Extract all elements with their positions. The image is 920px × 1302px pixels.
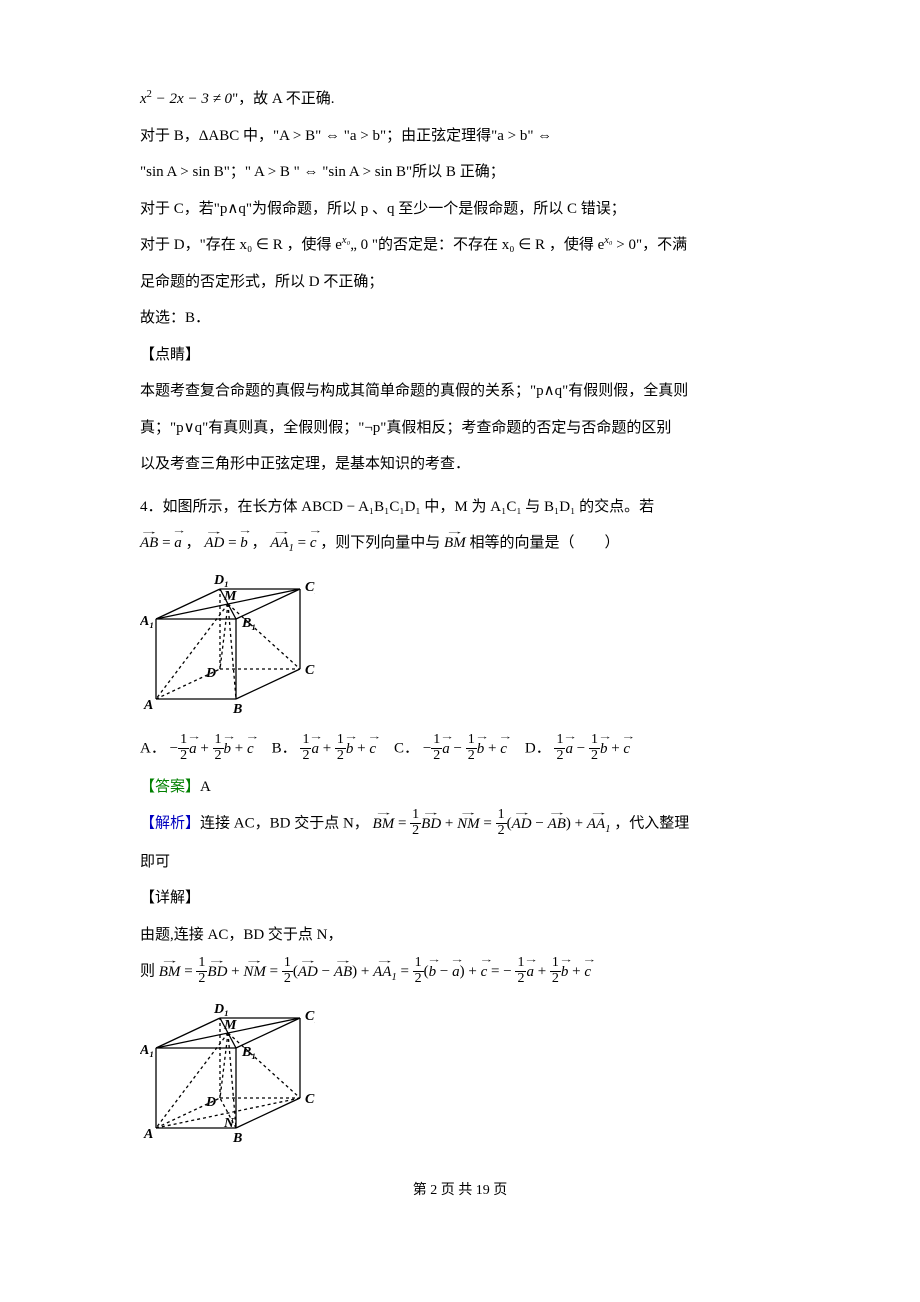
footer-b: 页 共 <box>437 1183 476 1198</box>
prev-l5-b: „ 0 "的否定是：不存在 x₀ ∈ R ，使得 e <box>350 237 604 253</box>
answer-text: A <box>200 779 211 795</box>
prev-dianqing-1: 本题考查复合命题的真假与构成其简单命题的真假的关系；"p∧q"有假则假，全真则 <box>140 377 780 406</box>
prev-line-3: "sin A > sin B"；" A > B " ⇔ "sin A > sin… <box>140 158 780 187</box>
eq-plus4: + <box>538 964 550 980</box>
footer-c: 页 <box>490 1183 508 1198</box>
q4-choice-A: A． −12a + 12b + c <box>140 734 254 764</box>
vec-AB: AB <box>140 529 158 558</box>
vec-BM-p: BM <box>373 810 395 839</box>
prev-dianqing-label: 【点睛】 <box>140 341 780 370</box>
footer-total: 19 <box>476 1183 490 1198</box>
svg-text:A: A <box>143 698 153 713</box>
prev-l1-post: "，故 A 不正确. <box>232 91 334 107</box>
q4-number: 4． <box>140 499 163 515</box>
svg-text:M: M <box>223 1018 237 1033</box>
svg-text:B₁: B₁ <box>241 616 256 631</box>
prev-dianqing-3: 以及考查三角形中正弦定理，是基本知识的考查． <box>140 450 780 479</box>
choice-label-C: C． <box>394 741 419 757</box>
svg-text:C: C <box>305 663 315 678</box>
svg-text:C₁: C₁ <box>305 580 315 595</box>
vec-b: b <box>240 529 248 558</box>
svg-text:A: A <box>143 1127 153 1142</box>
svg-text:C: C <box>305 1092 315 1107</box>
prev-line-4: 对于 C，若"p∧q"为假命题，所以 p 、q 至少一个是假命题，所以 C 错误… <box>140 195 780 224</box>
q4-stem-line-2: AB = a ， AD = b ， AA1 = c ，则下列向量中与 BM 相等… <box>140 529 780 559</box>
q4-choice-D: D． 12a − 12b + c <box>525 734 630 764</box>
q4-stem-line-1: 4．如图所示，在长方体 ABCD − A₁B₁C₁D₁ 中，M 为 A₁C₁ 与… <box>140 493 780 522</box>
vec-BD-p: BD <box>421 810 441 839</box>
parse-label: 【解析】 <box>140 816 200 832</box>
vec-c: c <box>310 529 317 558</box>
exp-x0-1: x₀ <box>342 235 350 246</box>
q4-stem-tail: 相等的向量是（ ） <box>469 535 619 551</box>
q4-detail-a: 由题,连接 AC，BD 交于点 N， <box>140 921 780 950</box>
q4-choice-C: C． −12a − 12b + c <box>394 734 507 764</box>
svg-text:D: D <box>205 1095 216 1110</box>
q4-detail-label: 【详解】 <box>140 884 780 913</box>
svg-text:C₁: C₁ <box>305 1009 315 1024</box>
expr-quadratic: x <box>140 91 147 107</box>
svg-text:A₁: A₁ <box>140 614 154 629</box>
page-footer: 第 2 页 共 19 页 <box>140 1178 780 1205</box>
svg-text:N: N <box>223 1116 235 1131</box>
cuboid-svg-2: D₁ C₁ A₁ B₁ M D C A BN <box>140 998 315 1143</box>
svg-text:D₁: D₁ <box>213 1002 229 1017</box>
q4-choice-B: B． 12a + 12b + c <box>272 734 376 764</box>
answer-label: 【答案】 <box>140 779 200 795</box>
q4-stem-a: 如图所示，在长方体 ABCD − A₁B₁C₁D₁ 中，M 为 A₁C₁ 与 B… <box>163 499 655 515</box>
q4-parse-line: 【解析】连接 AC，BD 交于点 N， BM = 12BD + NM = 12(… <box>140 809 780 840</box>
svg-text:B: B <box>232 1131 242 1143</box>
svg-text:M: M <box>223 589 237 604</box>
svg-text:B₁: B₁ <box>241 1045 256 1060</box>
cuboid-svg-1: D₁ C₁ A₁ B₁ M D C A B <box>140 569 315 714</box>
q4-equation: 则 BM = 12BD + NM = 12(AD − AB) + AA1 = 1… <box>140 957 780 988</box>
prev-dianqing-2: 真；"p∨q"有真则真，全假则假；"¬p"真假相反；考查命题的否定与否命题的区别 <box>140 414 780 443</box>
q4-choices: A． −12a + 12b + c B． 12a + 12b + c C． −1… <box>140 734 780 764</box>
eq-eq4: = − <box>491 964 512 980</box>
cuboid-diagram-1: D₁ C₁ A₁ B₁ M D C A B <box>140 569 780 725</box>
parse-a: 连接 AC，BD 交于点 N， <box>200 816 369 832</box>
q4-answer: 【答案】A <box>140 773 780 802</box>
prev-line-5: 对于 D，"存在 x₀ ∈ R ，使得 ex₀„ 0 "的否定是：不存在 x₀ … <box>140 231 780 260</box>
vec-AD: AD <box>204 529 224 558</box>
svg-text:A₁: A₁ <box>140 1043 154 1058</box>
prev-l5-a: 对于 D，"存在 x₀ ∈ R ，使得 e <box>140 237 342 253</box>
choice-label-D: D． <box>525 741 551 757</box>
prev-conclusion: 故选：B． <box>140 304 780 333</box>
vec-AA1: AA1 <box>270 529 294 559</box>
vec-NM-p: NM <box>457 810 480 839</box>
footer-a: 第 <box>413 1183 431 1198</box>
prev-line-1: x2 − 2x − 3 ≠ 0"，故 A 不正确. <box>140 85 780 114</box>
q4-parse-tail: 即可 <box>140 848 780 877</box>
vec-BM: BM <box>444 529 466 558</box>
svg-text:D₁: D₁ <box>213 573 229 588</box>
q4-stem-mid: ，则下列向量中与 <box>320 535 444 551</box>
cuboid-diagram-2: D₁ C₁ A₁ B₁ M D C A BN <box>140 998 780 1154</box>
exp-x0-2: x₀ <box>604 235 612 246</box>
svg-text:D: D <box>205 666 216 681</box>
prev-line-5b: 足命题的否定形式，所以 D 不正确； <box>140 268 780 297</box>
svg-text:B: B <box>232 702 242 714</box>
vec-a: a <box>174 529 182 558</box>
choice-label-A: A． <box>140 741 166 757</box>
prev-l5-c: > 0"，不满 <box>613 237 688 253</box>
choice-label-B: B． <box>272 741 297 757</box>
prev-line-2: 对于 B，ΔABC 中，"A > B" ⇔ "a > b"；由正弦定理得"a >… <box>140 122 780 151</box>
